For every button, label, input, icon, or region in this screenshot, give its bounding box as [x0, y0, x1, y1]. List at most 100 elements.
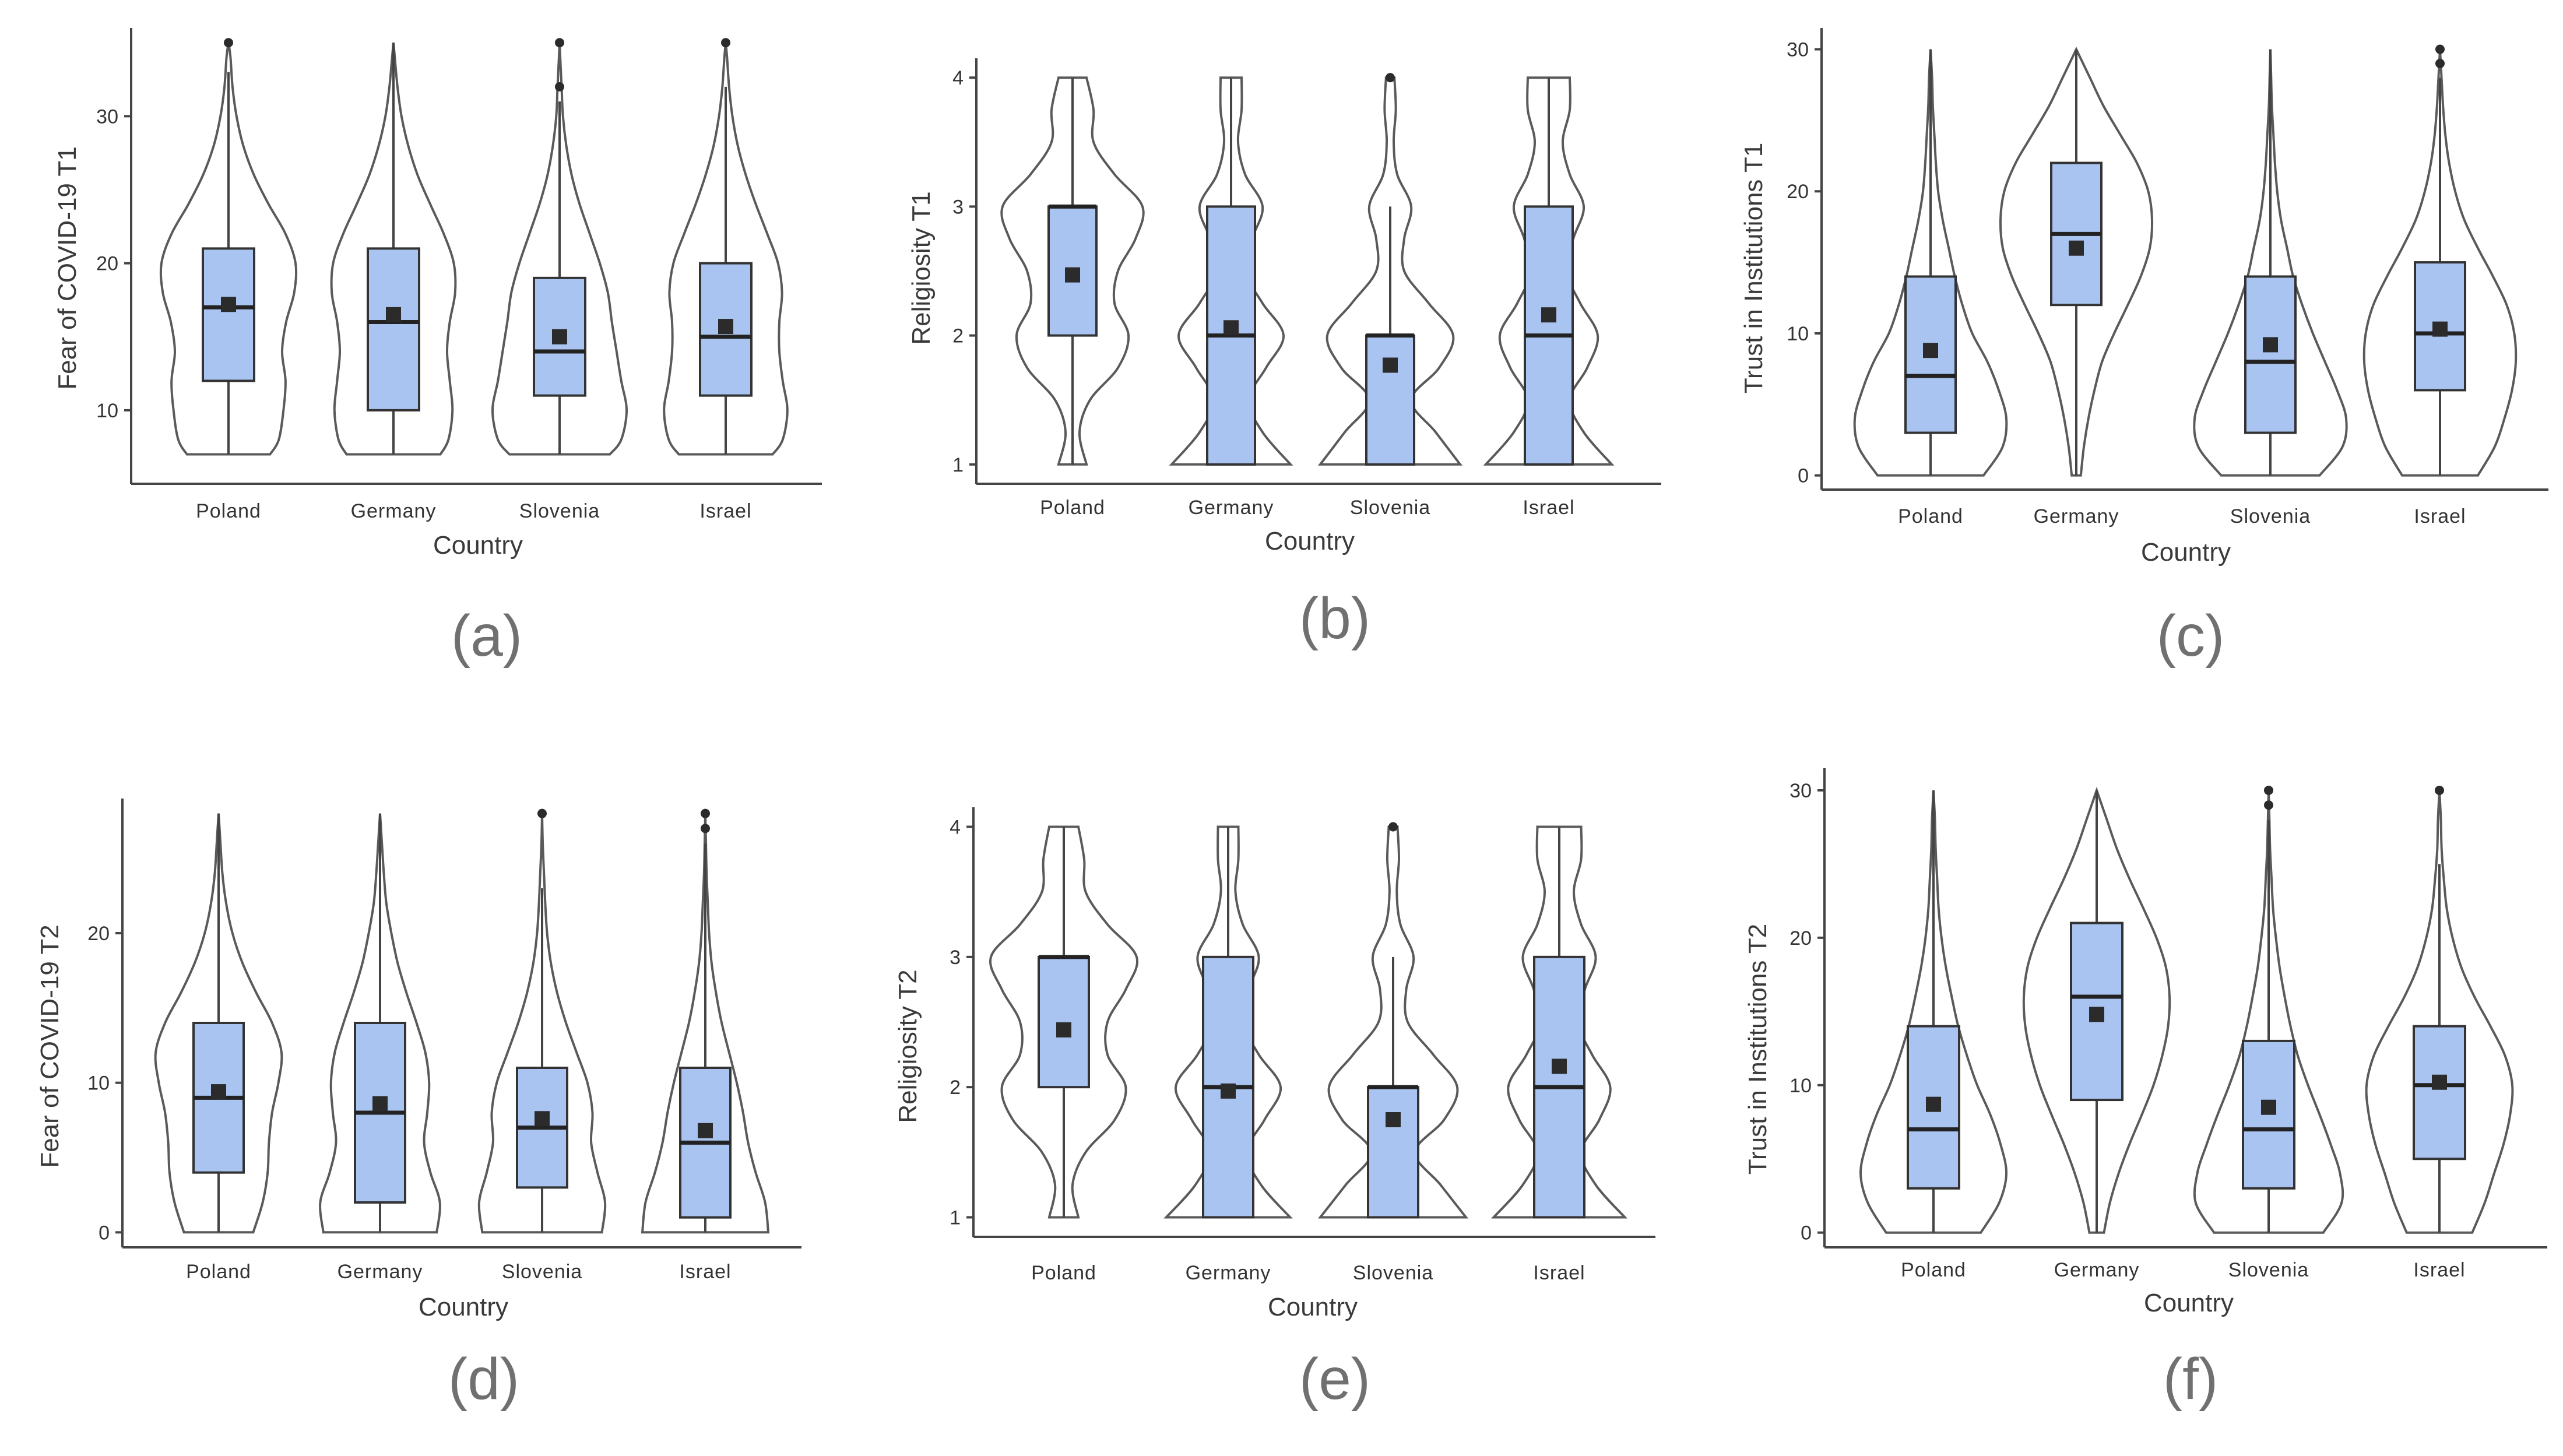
- x-category-label: Germany: [337, 1261, 423, 1283]
- category-group-germany: [1169, 76, 1293, 466]
- iqr-box: [533, 276, 586, 397]
- category-group-poland: [1859, 790, 2008, 1234]
- x-category-label: Poland: [1040, 497, 1105, 519]
- mean-marker: [2263, 337, 2278, 353]
- y-tick-label: 20: [87, 923, 110, 945]
- y-tick-label: 10: [96, 400, 118, 422]
- outlier-point: [555, 38, 564, 48]
- y-tick-label: 10: [1789, 1075, 1812, 1097]
- mean-marker: [698, 1123, 713, 1138]
- iqr-box: [2244, 275, 2297, 434]
- x-category-label: Germany: [1189, 497, 1274, 519]
- y-tick-label: 10: [1787, 323, 1809, 345]
- outlier-point: [555, 82, 564, 92]
- outlier-point: [1386, 73, 1395, 83]
- x-axis-title: Country: [2144, 1289, 2234, 1317]
- x-category-label: Israel: [699, 500, 751, 522]
- mean-marker: [2432, 321, 2448, 337]
- category-group-slovenia: [491, 38, 628, 456]
- y-tick-label: 30: [1787, 39, 1809, 61]
- violin-outline: [1000, 76, 1145, 466]
- mean-marker: [372, 1096, 388, 1112]
- mean-marker: [1386, 1112, 1401, 1127]
- category-group-germany: [1999, 46, 2154, 477]
- iqr-box: [1365, 334, 1415, 466]
- y-tick-label: 30: [96, 105, 118, 128]
- x-category-label: Slovenia: [2228, 1259, 2309, 1281]
- mean-marker: [1224, 320, 1239, 336]
- panel-label: (e): [1299, 1346, 1370, 1412]
- outlier-point: [1388, 822, 1398, 832]
- category-group-poland: [989, 825, 1138, 1219]
- category-group-slovenia: [2193, 785, 2344, 1234]
- mean-marker: [1541, 307, 1556, 323]
- y-axis-title: Trust in Institutions T1: [1739, 143, 1768, 393]
- category-group-israel: [2365, 785, 2514, 1234]
- iqr-box: [367, 247, 420, 412]
- y-axis-title: Religiosity T1: [907, 191, 936, 344]
- outlier-point: [2435, 785, 2444, 795]
- mean-marker: [1056, 1022, 1071, 1038]
- x-category-label: Israel: [1533, 1262, 1585, 1284]
- violin-outline: [1163, 825, 1293, 1219]
- y-axis-title: Fear of COVID-19 T1: [53, 146, 82, 389]
- panel-label: (a): [451, 603, 522, 669]
- category-group-slovenia: [1317, 73, 1463, 466]
- y-tick-label: 4: [950, 817, 961, 839]
- category-group-slovenia: [1317, 822, 1469, 1219]
- outlier-point: [2435, 58, 2445, 68]
- violin-outline: [2022, 786, 2171, 1234]
- y-tick-label: 20: [1787, 181, 1809, 203]
- violin-outline: [1169, 76, 1293, 466]
- x-category-label: Israel: [679, 1261, 731, 1283]
- outlier-point: [2264, 800, 2273, 810]
- outlier-point: [721, 38, 730, 48]
- y-tick-label: 20: [1789, 927, 1812, 949]
- y-axis-title: Trust in Institutions T2: [1743, 924, 1772, 1174]
- iqr-box: [1367, 1086, 1419, 1219]
- x-category-label: Germany: [2034, 505, 2119, 527]
- mean-marker: [211, 1084, 226, 1100]
- violin-outline: [989, 825, 1138, 1219]
- x-axis-title: Country: [1268, 1293, 1358, 1321]
- x-category-label: Slovenia: [2230, 505, 2311, 527]
- outlier-point: [701, 824, 710, 833]
- category-group-israel: [2362, 44, 2518, 477]
- y-tick-label: 2: [950, 1077, 961, 1099]
- x-category-label: Slovenia: [502, 1261, 582, 1283]
- violin-outline: [1483, 76, 1615, 466]
- panel-label: (c): [2157, 603, 2225, 669]
- category-group-israel: [663, 38, 789, 456]
- panel-c: 0 10 20 30 Poland Germany Slovenia Israel Countr…: [1739, 28, 2548, 669]
- x-category-label: Germany: [2054, 1259, 2140, 1281]
- panel-d: 0 10 20 Poland Germany Slovenia Israel Country F…: [36, 799, 801, 1412]
- iqr-box: [2413, 1025, 2466, 1160]
- mean-marker: [221, 297, 236, 312]
- mean-marker: [386, 307, 401, 322]
- mean-marker: [2432, 1074, 2447, 1090]
- panel-a: 10 20 30 Poland Germany Slovenia Israel Country…: [53, 28, 822, 669]
- panel-e: 1 2 3 4 Poland Germany Slovenia Israel Country Re…: [894, 807, 1655, 1412]
- x-category-label: Israel: [1523, 497, 1574, 519]
- mean-marker: [1065, 267, 1080, 283]
- category-group-israel: [641, 808, 770, 1234]
- panel-label: (f): [2163, 1346, 2218, 1412]
- category-group-poland: [1853, 49, 2008, 477]
- x-axis-title: Country: [1265, 527, 1355, 555]
- x-category-label: Poland: [1898, 505, 1963, 527]
- y-tick-label: 0: [1798, 465, 1809, 487]
- category-group-germany: [330, 43, 457, 456]
- category-group-poland: [159, 38, 298, 456]
- outlier-point: [701, 808, 710, 818]
- category-group-germany: [319, 813, 441, 1234]
- iqr-box: [1038, 955, 1090, 1089]
- mean-marker: [535, 1111, 550, 1127]
- x-category-label: Israel: [2413, 1259, 2465, 1281]
- category-group-slovenia: [2193, 49, 2348, 477]
- x-category-label: Germany: [1186, 1262, 1271, 1284]
- y-tick-label: 3: [950, 947, 961, 969]
- panel-label: (b): [1299, 586, 1370, 651]
- y-tick-label: 1: [952, 454, 964, 476]
- x-category-label: Slovenia: [1353, 1262, 1433, 1284]
